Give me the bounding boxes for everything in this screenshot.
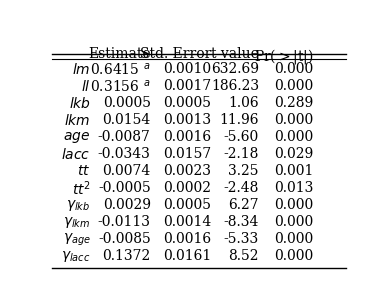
Text: 0.013: 0.013 [274, 181, 313, 195]
Text: 1.06: 1.06 [229, 96, 259, 110]
Text: 0.000: 0.000 [274, 130, 313, 144]
Text: $ll$: $ll$ [81, 79, 90, 94]
Text: 0.0005: 0.0005 [103, 96, 151, 110]
Text: -0.0087: -0.0087 [98, 130, 151, 144]
Text: t value: t value [211, 47, 259, 61]
Text: -2.48: -2.48 [223, 181, 259, 195]
Text: $lacc$: $lacc$ [61, 147, 90, 162]
Text: $\gamma_{lacc}$: $\gamma_{lacc}$ [61, 249, 90, 264]
Text: $\gamma_{lkm}$: $\gamma_{lkm}$ [63, 215, 90, 230]
Text: 0.3156 $^{a}$: 0.3156 $^{a}$ [90, 78, 151, 94]
Text: 8.52: 8.52 [229, 249, 259, 264]
Text: 0.0157: 0.0157 [163, 147, 211, 161]
Text: 0.000: 0.000 [274, 215, 313, 229]
Text: $\gamma_{age}$: $\gamma_{age}$ [63, 231, 90, 248]
Text: 0.029: 0.029 [274, 147, 313, 161]
Text: 0.000: 0.000 [274, 249, 313, 264]
Text: $tt^2$: $tt^2$ [71, 179, 90, 198]
Text: $age$: $age$ [63, 130, 90, 145]
Text: 0.000: 0.000 [274, 62, 313, 76]
Text: 0.0014: 0.0014 [163, 215, 211, 229]
Text: 0.289: 0.289 [274, 96, 313, 110]
Text: 6.27: 6.27 [229, 198, 259, 212]
Text: 0.0016: 0.0016 [163, 232, 211, 246]
Text: Pr($>|$t$|$): Pr($>|$t$|$) [253, 47, 313, 66]
Text: 0.001: 0.001 [274, 164, 313, 178]
Text: 0.0005: 0.0005 [163, 198, 211, 212]
Text: -0.0085: -0.0085 [98, 232, 151, 246]
Text: -8.34: -8.34 [223, 215, 259, 229]
Text: 3.25: 3.25 [229, 164, 259, 178]
Text: 11.96: 11.96 [220, 113, 259, 127]
Text: 0.0029: 0.0029 [103, 198, 151, 212]
Text: $lkb$: $lkb$ [69, 96, 90, 111]
Text: 0.0161: 0.0161 [163, 249, 211, 264]
Text: 0.000: 0.000 [274, 198, 313, 212]
Text: -2.18: -2.18 [223, 147, 259, 161]
Text: 0.0017: 0.0017 [163, 79, 211, 93]
Text: $\gamma_{lkb}$: $\gamma_{lkb}$ [66, 198, 90, 213]
Text: 0.0013: 0.0013 [163, 113, 211, 127]
Text: 0.0154: 0.0154 [102, 113, 151, 127]
Text: Estimate: Estimate [88, 47, 151, 61]
Text: 0.0016: 0.0016 [163, 130, 211, 144]
Text: 0.1372: 0.1372 [102, 249, 151, 264]
Text: -5.33: -5.33 [224, 232, 259, 246]
Text: $lm$: $lm$ [72, 62, 90, 77]
Text: -0.0343: -0.0343 [98, 147, 151, 161]
Text: Std. Error: Std. Error [140, 47, 211, 61]
Text: $lkm$: $lkm$ [64, 113, 90, 128]
Text: 0.0002: 0.0002 [163, 181, 211, 195]
Text: 0.6415 $^{a}$: 0.6415 $^{a}$ [90, 61, 151, 77]
Text: 0.0023: 0.0023 [163, 164, 211, 178]
Text: 0.0010: 0.0010 [163, 62, 211, 76]
Text: -0.0005: -0.0005 [98, 181, 151, 195]
Text: -0.0113: -0.0113 [98, 215, 151, 229]
Text: 186.23: 186.23 [211, 79, 259, 93]
Text: -5.60: -5.60 [224, 130, 259, 144]
Text: 0.0074: 0.0074 [102, 164, 151, 178]
Text: 0.000: 0.000 [274, 113, 313, 127]
Text: 0.000: 0.000 [274, 79, 313, 93]
Text: 0.0005: 0.0005 [163, 96, 211, 110]
Text: 632.69: 632.69 [211, 62, 259, 76]
Text: 0.000: 0.000 [274, 232, 313, 246]
Text: $tt$: $tt$ [77, 164, 90, 178]
